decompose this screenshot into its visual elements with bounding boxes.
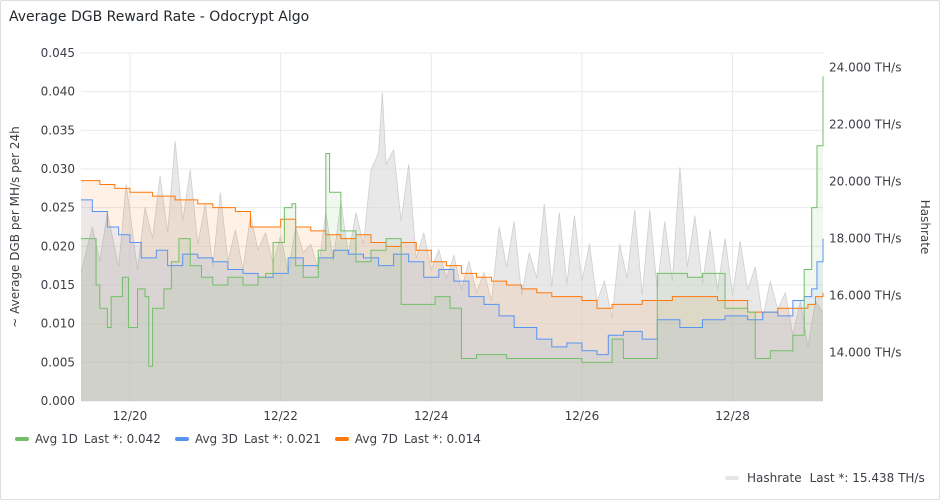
y-tick-label: 0.040 — [41, 85, 75, 99]
legend-swatch — [174, 437, 189, 441]
y-tick-label: 0.035 — [41, 123, 75, 137]
legend-item-avg-3d[interactable]: Avg 3D Last *: 0.021 — [174, 432, 321, 446]
legend-last-value: Last *: 0.042 — [83, 432, 161, 446]
legend-item-avg-7d[interactable]: Avg 7D Last *: 0.014 — [334, 432, 481, 446]
x-tick-label: 12/26 — [565, 409, 600, 423]
panel-title[interactable]: Average DGB Reward Rate - Odocrypt Algo — [9, 9, 310, 25]
series-layer — [80, 76, 824, 402]
series-avg-3d-area — [81, 199, 823, 401]
legend-series-name: Hashrate — [747, 471, 802, 485]
legend-last-value: Last *: 0.014 — [403, 432, 481, 446]
y-tick-label: 0.045 — [41, 46, 75, 60]
series-avg-1d-area — [81, 76, 823, 401]
series-hashrate-area — [81, 92, 823, 402]
series-avg-3d-line — [81, 199, 824, 356]
x-tick-label: 12/28 — [715, 409, 750, 423]
x-tick-label: 12/20 — [113, 409, 148, 423]
y-tick-label: 0.010 — [41, 317, 75, 331]
legend-item-hashrate[interactable]: Hashrate Last *: 15.438 TH/s — [725, 471, 925, 485]
legend-series-name: Avg 3D — [194, 432, 238, 446]
legend-series-name: Avg 1D — [35, 432, 78, 446]
y-tick-label: 0.005 — [41, 355, 75, 369]
y2-tick-label: 16.000 TH/s — [829, 288, 901, 302]
y2-tick-label: 20.000 TH/s — [829, 174, 901, 188]
legend-last-value: Last *: 15.438 TH/s — [809, 471, 925, 485]
axes: ~ Average DGB per MH/s per 24h Hashrate … — [8, 46, 932, 423]
legend-swatch — [334, 437, 349, 441]
series-avg-7d-area — [81, 180, 823, 401]
x-tick-label: 12/24 — [414, 409, 449, 423]
y2-tick-label: 14.000 TH/s — [829, 346, 901, 360]
y2-tick-label: 18.000 TH/s — [829, 231, 901, 245]
y-tick-label: 0.020 — [41, 239, 75, 253]
series-hashrate-line — [80, 92, 824, 347]
legend: Avg 1D Last *: 0.042 Avg 3D Last *: 0.02… — [15, 432, 481, 446]
y2-axis-label: Hashrate — [918, 200, 932, 255]
y-tick-label: 0.025 — [41, 201, 75, 215]
series-avg-1d-line — [81, 76, 824, 367]
series-avg-7d-line — [81, 180, 824, 313]
y-tick-label: 0.030 — [41, 162, 75, 176]
legend-swatch — [725, 476, 739, 480]
legend-item-avg-1d[interactable]: Avg 1D Last *: 0.042 — [15, 432, 161, 446]
x-tick-label: 12/22 — [263, 409, 298, 423]
y-axis-label: ~ Average DGB per MH/s per 24h — [8, 126, 22, 327]
y-tick-label: 0.015 — [41, 278, 75, 292]
y2-tick-label: 22.000 TH/s — [829, 117, 901, 131]
legend-series-name: Avg 7D — [354, 432, 398, 446]
y-tick-label: 0.000 — [41, 394, 75, 408]
y2-tick-label: 24.000 TH/s — [829, 60, 901, 74]
legend-last-value: Last *: 0.021 — [243, 432, 321, 446]
legend-swatch — [15, 437, 29, 441]
